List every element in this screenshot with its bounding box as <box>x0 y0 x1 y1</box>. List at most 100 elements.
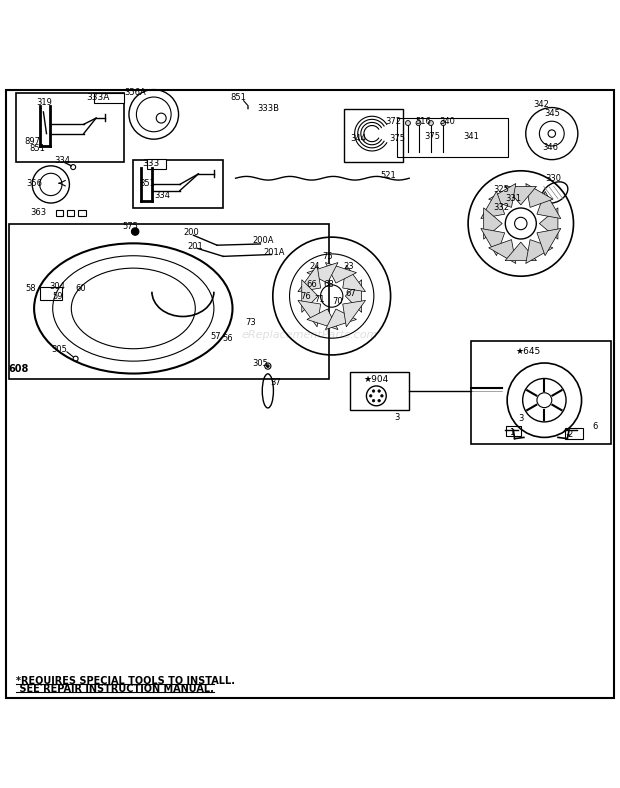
Polygon shape <box>489 240 516 263</box>
Text: SEE REPAIR INSTRUCTION MANUAL.: SEE REPAIR INSTRUCTION MANUAL. <box>16 683 213 693</box>
Circle shape <box>131 228 139 236</box>
Text: 356A: 356A <box>124 88 146 97</box>
Text: 521: 521 <box>381 171 397 180</box>
Text: 851: 851 <box>29 144 45 153</box>
Bar <box>565 428 583 439</box>
Bar <box>471 341 611 444</box>
Circle shape <box>428 121 433 125</box>
Text: 37: 37 <box>270 378 281 388</box>
Text: ★: ★ <box>566 433 571 438</box>
Bar <box>344 109 403 162</box>
Bar <box>67 210 74 216</box>
Text: 851: 851 <box>231 93 247 102</box>
Circle shape <box>378 400 380 402</box>
Text: 70: 70 <box>332 296 343 306</box>
Text: 340: 340 <box>440 117 456 126</box>
Text: ★645: ★645 <box>516 348 541 356</box>
Polygon shape <box>537 191 561 218</box>
Text: 76: 76 <box>300 292 311 300</box>
Bar <box>397 118 508 157</box>
Text: 375: 375 <box>389 134 405 143</box>
Text: 516: 516 <box>415 117 431 126</box>
Bar <box>9 224 329 378</box>
Text: 608: 608 <box>9 364 29 374</box>
Text: 305: 305 <box>252 359 268 367</box>
Text: 319: 319 <box>37 98 53 107</box>
Text: 333A: 333A <box>86 93 110 102</box>
Text: 71: 71 <box>314 296 325 304</box>
Text: 67: 67 <box>345 289 356 298</box>
Text: 375: 375 <box>425 132 441 141</box>
Polygon shape <box>526 184 553 207</box>
Bar <box>506 426 521 437</box>
Polygon shape <box>345 280 361 312</box>
Text: 66: 66 <box>306 281 317 289</box>
Bar <box>56 210 63 216</box>
Text: *REQUIRES SPECIAL TOOLS TO INSTALL.: *REQUIRES SPECIAL TOOLS TO INSTALL. <box>16 675 234 686</box>
Text: 200: 200 <box>183 229 199 237</box>
Text: 325: 325 <box>493 185 509 194</box>
Text: 344: 344 <box>350 134 366 143</box>
Polygon shape <box>326 262 356 283</box>
Text: eReplacementParts.com: eReplacementParts.com <box>242 330 378 340</box>
Text: 1: 1 <box>509 428 514 437</box>
Text: 897: 897 <box>25 136 41 146</box>
Circle shape <box>441 121 446 125</box>
Text: 851: 851 <box>140 179 156 188</box>
Polygon shape <box>480 229 505 255</box>
Text: 58: 58 <box>25 284 37 293</box>
Text: 23: 23 <box>343 262 354 271</box>
Text: 2: 2 <box>568 429 573 439</box>
Text: 3: 3 <box>518 414 523 423</box>
Text: 57: 57 <box>210 333 221 341</box>
Polygon shape <box>489 184 516 207</box>
Polygon shape <box>537 229 561 255</box>
Circle shape <box>405 121 410 125</box>
Text: 73: 73 <box>246 318 257 327</box>
Circle shape <box>381 395 383 397</box>
Text: 331: 331 <box>505 194 521 203</box>
Circle shape <box>372 390 374 392</box>
Bar <box>133 160 223 208</box>
Text: 363: 363 <box>30 209 46 217</box>
Polygon shape <box>298 266 321 292</box>
Text: ★904: ★904 <box>364 374 389 384</box>
Text: 345: 345 <box>544 110 560 118</box>
Bar <box>40 288 62 299</box>
Bar <box>147 159 166 169</box>
Text: 333B: 333B <box>257 104 279 113</box>
Polygon shape <box>326 309 356 329</box>
Text: 342: 342 <box>533 100 549 109</box>
Text: 304: 304 <box>50 281 66 291</box>
Text: 60: 60 <box>75 284 86 293</box>
Text: 346: 346 <box>542 143 559 152</box>
Text: 200A: 200A <box>253 236 274 245</box>
Text: 201: 201 <box>187 242 203 251</box>
Polygon shape <box>505 242 536 261</box>
Text: 305: 305 <box>51 345 67 354</box>
Polygon shape <box>505 187 536 205</box>
Polygon shape <box>307 309 338 329</box>
Text: 334: 334 <box>54 156 70 165</box>
Text: 575: 575 <box>122 222 138 231</box>
Text: 341: 341 <box>463 132 479 141</box>
Circle shape <box>267 365 269 367</box>
Text: 332: 332 <box>493 203 509 213</box>
Text: 372: 372 <box>386 117 402 126</box>
Circle shape <box>372 400 374 402</box>
Polygon shape <box>307 262 338 283</box>
Text: 59: 59 <box>53 292 63 300</box>
Text: 68: 68 <box>323 281 334 289</box>
Circle shape <box>370 395 372 397</box>
Text: 356: 356 <box>26 179 42 188</box>
Bar <box>78 210 86 216</box>
Circle shape <box>416 121 421 125</box>
Circle shape <box>378 390 380 392</box>
Text: 56: 56 <box>223 333 234 343</box>
Text: 333: 333 <box>142 159 159 169</box>
Polygon shape <box>526 240 553 263</box>
Polygon shape <box>298 300 321 327</box>
Polygon shape <box>302 280 318 312</box>
Polygon shape <box>484 208 502 240</box>
Polygon shape <box>343 266 366 292</box>
